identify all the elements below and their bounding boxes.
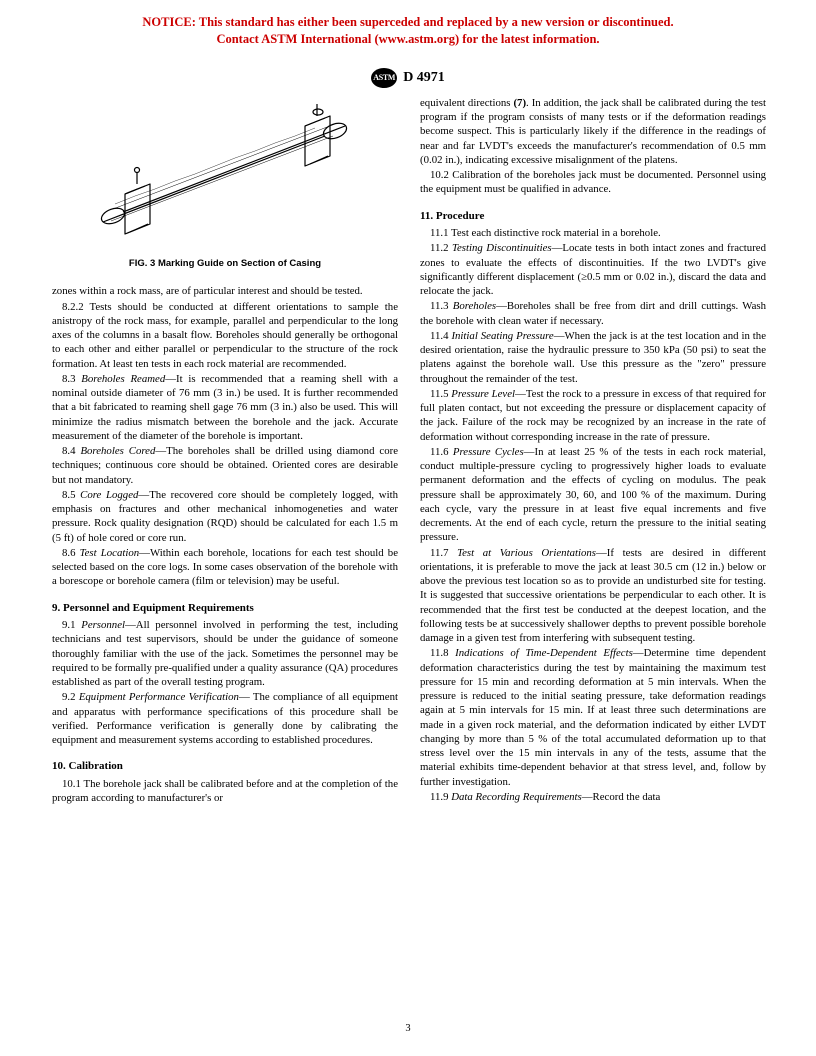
section-9-title: 9. Personnel and Equipment Requirements [52, 601, 398, 616]
para-8-2-2: 8.2.2 Tests should be conducted at diffe… [52, 300, 398, 371]
astm-logo-icon: ASTM [371, 68, 397, 88]
page-number: 3 [0, 1023, 816, 1034]
notice-line2: Contact ASTM International (www.astm.org… [40, 31, 776, 48]
para-8-2-1-cont: zones within a rock mass, are of particu… [52, 284, 398, 298]
section-11-title: 11. Procedure [420, 209, 766, 224]
standard-designation: D 4971 [403, 70, 445, 86]
para-11-7: 11.7 Test at Various Orientations—If tes… [420, 546, 766, 646]
para-11-4: 11.4 Initial Seating Pressure—When the j… [420, 329, 766, 386]
para-11-1: 11.1 Test each distinctive rock material… [420, 226, 766, 240]
content-area: FIG. 3 Marking Guide on Section of Casin… [0, 96, 816, 807]
notice-line1: NOTICE: This standard has either been su… [40, 14, 776, 31]
figure-3: FIG. 3 Marking Guide on Section of Casin… [52, 104, 398, 271]
para-10-2: 10.2 Calibration of the boreholes jack m… [420, 168, 766, 197]
para-8-4: 8.4 Boreholes Cored—The boreholes shall … [52, 444, 398, 487]
right-column: equivalent directions (7). In addition, … [420, 96, 766, 807]
para-11-9: 11.9 Data Recording Requirements—Record … [420, 790, 766, 804]
para-9-1: 9.1 Personnel—All personnel involved in … [52, 618, 398, 689]
standard-header: ASTM D 4971 [0, 54, 816, 96]
para-11-3: 11.3 Boreholes—Boreholes shall be free f… [420, 299, 766, 328]
para-8-5: 8.5 Core Logged—The recovered core shoul… [52, 488, 398, 545]
para-10-1-cont: equivalent directions (7). In addition, … [420, 96, 766, 167]
para-11-8: 11.8 Indications of Time-Dependent Effec… [420, 646, 766, 789]
para-11-2: 11.2 Testing Discontinuities—Locate test… [420, 241, 766, 298]
left-column: FIG. 3 Marking Guide on Section of Casin… [52, 96, 398, 807]
figure-caption: FIG. 3 Marking Guide on Section of Casin… [52, 258, 398, 271]
para-8-3: 8.3 Boreholes Reamed—It is recommended t… [52, 372, 398, 443]
marking-guide-illustration [75, 104, 375, 244]
para-10-1: 10.1 The borehole jack shall be calibrat… [52, 777, 398, 806]
notice-banner: NOTICE: This standard has either been su… [0, 0, 816, 54]
para-9-2: 9.2 Equipment Performance Verification— … [52, 690, 398, 747]
para-11-6: 11.6 Pressure Cycles—In at least 25 % of… [420, 445, 766, 545]
para-8-6: 8.6 Test Location—Within each borehole, … [52, 546, 398, 589]
section-10-title: 10. Calibration [52, 759, 398, 774]
para-11-5: 11.5 Pressure Level—Test the rock to a p… [420, 387, 766, 444]
